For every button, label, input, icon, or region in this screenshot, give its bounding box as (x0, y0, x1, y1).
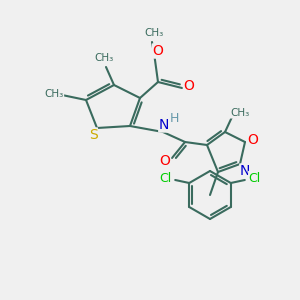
Text: CH₃: CH₃ (230, 108, 250, 118)
Text: N: N (159, 118, 169, 132)
Text: O: O (248, 133, 258, 147)
Text: S: S (88, 128, 98, 142)
Text: N: N (240, 164, 250, 178)
Text: O: O (160, 154, 170, 168)
Text: H: H (169, 112, 179, 124)
Text: O: O (184, 79, 194, 93)
Text: Cl: Cl (159, 172, 171, 184)
Text: CH₃: CH₃ (94, 53, 114, 63)
Text: CH₃: CH₃ (144, 28, 164, 38)
Text: O: O (153, 44, 164, 58)
Text: CH₃: CH₃ (44, 89, 64, 99)
Text: Cl: Cl (249, 172, 261, 184)
